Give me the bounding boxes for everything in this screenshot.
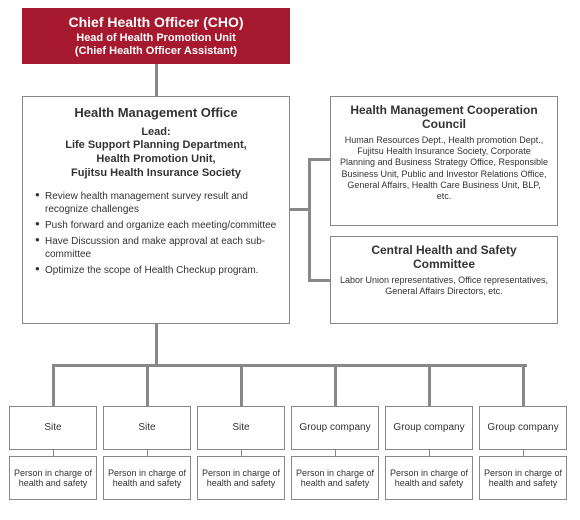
hmo-bullet: Review health management survey result a… <box>35 190 279 216</box>
site-col: Group company Person in charge of health… <box>478 406 568 500</box>
hmo-title: Health Management Office <box>33 105 279 120</box>
sites-row: Site Person in charge of health and safe… <box>8 406 568 500</box>
hmo-lead-label: Lead: <box>33 126 279 138</box>
hmo-box: Health Management Office Lead: Life Supp… <box>22 96 290 324</box>
conn-drop <box>428 364 431 406</box>
person-box: Person in charge of health and safety <box>479 456 567 500</box>
site-col: Site Person in charge of health and safe… <box>196 406 286 500</box>
conn-drop <box>52 364 55 406</box>
site-box: Site <box>103 406 191 450</box>
hmo-bullet: Have Discussion and make approval at eac… <box>35 235 279 261</box>
site-col: Site Person in charge of health and safe… <box>8 406 98 500</box>
site-box: Site <box>9 406 97 450</box>
conn-drop <box>240 364 243 406</box>
cho-subtitle: Head of Health Promotion Unit (Chief Hea… <box>30 32 282 58</box>
conn-hmo-side-h <box>290 208 310 211</box>
person-box: Person in charge of health and safety <box>291 456 379 500</box>
committee-title: Central Health and Safety Committee <box>339 243 549 272</box>
site-col: Group company Person in charge of health… <box>290 406 380 500</box>
org-chart: Chief Health Officer (CHO) Head of Healt… <box>8 8 572 512</box>
council-body: Human Resources Dept., Health promotion … <box>339 135 549 203</box>
conn-drop <box>522 364 525 406</box>
council-title: Health Management Cooperation Council <box>339 103 549 132</box>
site-col: Site Person in charge of health and safe… <box>102 406 192 500</box>
conn-drop <box>334 364 337 406</box>
conn-drop <box>146 364 149 406</box>
hmo-bullets: Review health management survey result a… <box>33 190 279 277</box>
conn-to-council <box>308 158 330 161</box>
cho-title: Chief Health Officer (CHO) <box>30 14 282 30</box>
person-box: Person in charge of health and safety <box>385 456 473 500</box>
person-box: Person in charge of health and safety <box>9 456 97 500</box>
conn-to-committee <box>308 279 330 282</box>
site-box: Site <box>197 406 285 450</box>
conn-cho-hmo <box>155 64 158 96</box>
committee-box: Central Health and Safety Committee Labo… <box>330 236 558 324</box>
committee-body: Labor Union representatives, Office repr… <box>339 275 549 298</box>
hmo-bullet: Optimize the scope of Health Checkup pro… <box>35 264 279 277</box>
conn-hmo-down <box>155 324 158 364</box>
person-box: Person in charge of health and safety <box>197 456 285 500</box>
hmo-lead: Life Support Planning Department, Health… <box>33 139 279 180</box>
cho-box: Chief Health Officer (CHO) Head of Healt… <box>22 8 290 64</box>
council-box: Health Management Cooperation Council Hu… <box>330 96 558 226</box>
conn-bus <box>52 364 527 367</box>
site-box: Group company <box>291 406 379 450</box>
person-box: Person in charge of health and safety <box>103 456 191 500</box>
hmo-bullet: Push forward and organize each meeting/c… <box>35 219 279 232</box>
site-box: Group company <box>479 406 567 450</box>
site-box: Group company <box>385 406 473 450</box>
conn-side-v <box>308 158 311 282</box>
site-col: Group company Person in charge of health… <box>384 406 474 500</box>
